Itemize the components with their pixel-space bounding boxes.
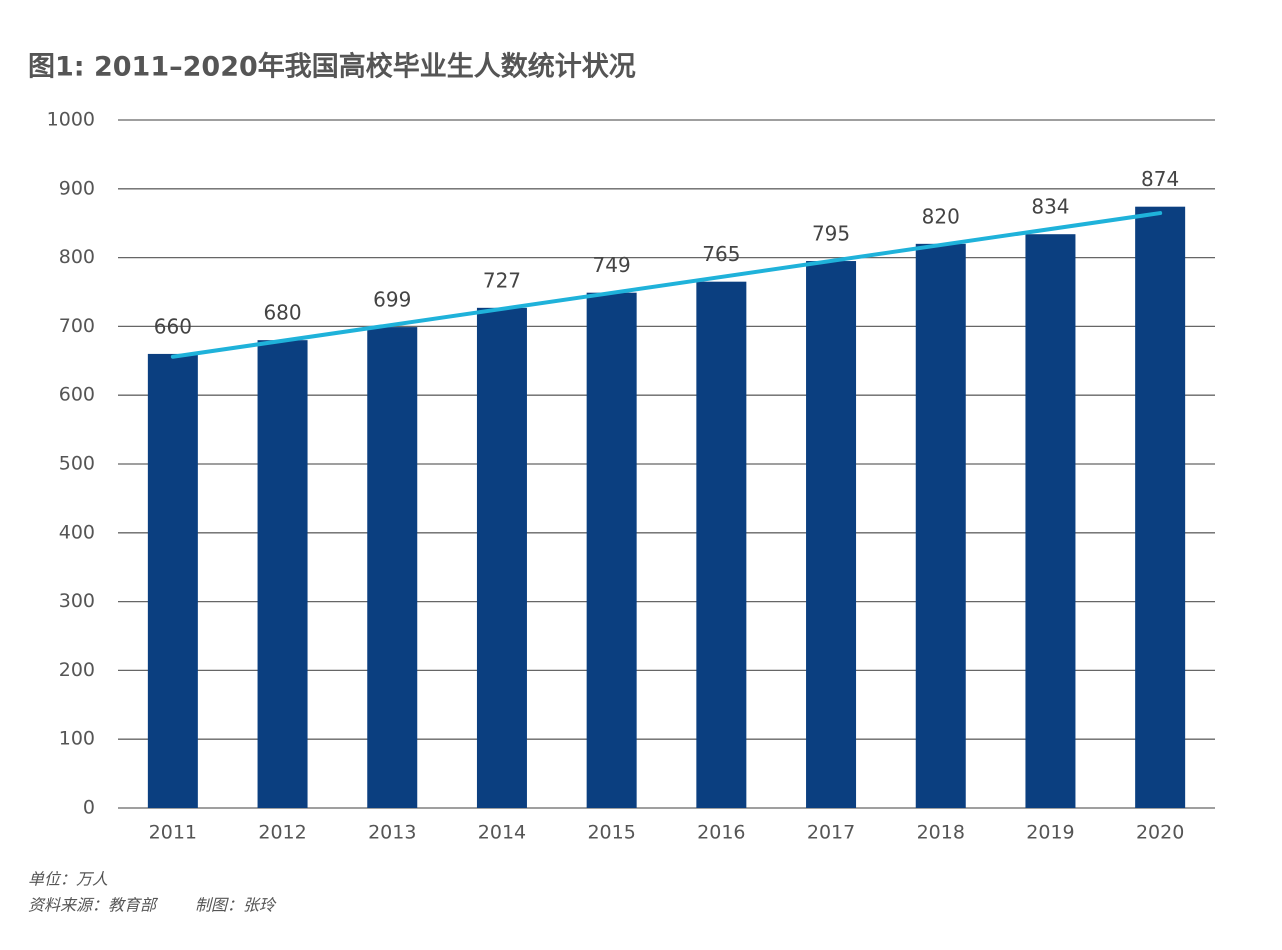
y-tick-label: 1000 (47, 109, 95, 131)
data-label: 795 (812, 222, 850, 246)
y-tick-label: 600 (59, 384, 95, 406)
bar (147, 353, 198, 808)
data-label: 765 (702, 242, 740, 266)
bar (586, 292, 637, 808)
y-tick-label: 800 (59, 246, 95, 268)
data-label: 834 (1031, 195, 1069, 219)
x-tick-label: 2015 (587, 822, 635, 844)
x-tick-label: 2011 (149, 822, 197, 844)
trend-line (170, 211, 1163, 359)
x-tick-label: 2013 (368, 822, 416, 844)
x-tick-label: 2014 (478, 822, 526, 844)
author-note: 制图：张玲 (195, 896, 277, 915)
data-label: 820 (922, 204, 960, 228)
source-note: 资料来源：教育部 (28, 896, 159, 915)
data-label: 680 (263, 301, 301, 325)
data-label: 699 (373, 288, 411, 312)
y-tick-label: 0 (83, 797, 95, 819)
x-tick-label: 2012 (258, 822, 306, 844)
x-tick-label: 2019 (1026, 822, 1074, 844)
data-label: 749 (593, 253, 631, 277)
data-label: 727 (483, 268, 521, 292)
y-tick-label: 200 (59, 659, 95, 681)
y-tick-label: 900 (59, 177, 95, 199)
x-tick-label: 2017 (807, 822, 855, 844)
y-tick-label: 400 (59, 521, 95, 543)
bar (806, 261, 857, 808)
y-tick-label: 700 (59, 315, 95, 337)
x-tick-label: 2018 (917, 822, 965, 844)
bar (367, 327, 418, 808)
bar (1135, 206, 1186, 809)
x-tick-label: 2020 (1136, 822, 1184, 844)
bar (476, 307, 527, 808)
data-label: 874 (1141, 167, 1179, 191)
y-tick-label: 300 (59, 590, 95, 612)
bar (257, 340, 308, 808)
data-label: 660 (154, 314, 192, 338)
y-tick-label: 100 (59, 728, 95, 750)
chart-title: 图1: 2011–2020年我国高校毕业生人数统计状况 (28, 51, 636, 83)
bar (1025, 234, 1076, 808)
x-tick-label: 2016 (697, 822, 745, 844)
bar (915, 243, 966, 809)
y-tick-label: 500 (59, 453, 95, 475)
unit-note: 单位：万人 (28, 870, 108, 889)
bar (696, 281, 747, 808)
